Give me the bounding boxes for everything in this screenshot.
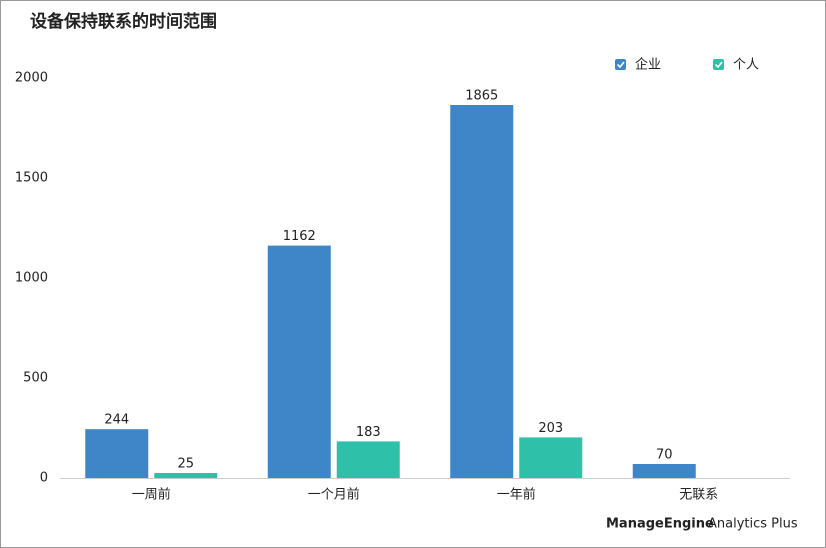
x-tick-label: 一个月前 [308, 487, 360, 503]
x-tick-label: 无联系 [679, 488, 718, 503]
data-label: 1865 [465, 89, 498, 104]
y-tick-label: 0 [40, 471, 48, 486]
data-label: 244 [104, 413, 129, 428]
legend-label[interactable]: 个人 [733, 58, 759, 73]
data-label: 183 [356, 425, 381, 440]
data-label: 25 [177, 457, 194, 472]
x-tick-label: 一周前 [132, 487, 171, 503]
chart-title: 设备保持联系的时间范围 [30, 11, 217, 32]
bar [450, 105, 514, 478]
bar [632, 464, 696, 478]
brand-company: ManageEngine [606, 517, 714, 532]
y-tick-label: 1500 [15, 171, 48, 186]
legend-check[interactable] [616, 61, 625, 69]
y-tick-label: 1000 [15, 271, 48, 286]
x-tick-label: 一年前 [497, 487, 536, 503]
legend-label[interactable]: 企业 [635, 57, 661, 73]
legend-swatch[interactable] [713, 59, 724, 70]
y-tick-label: 500 [23, 371, 48, 386]
bar [336, 441, 400, 478]
legend-check[interactable] [714, 61, 723, 69]
bar [267, 245, 331, 478]
legend-swatch[interactable] [615, 59, 626, 70]
data-label: 1162 [283, 229, 316, 244]
bar [154, 473, 218, 478]
data-label: 70 [656, 448, 673, 463]
data-label: 203 [538, 421, 563, 436]
bar [519, 437, 583, 478]
brand-product: Analytics Plus [708, 517, 798, 532]
bar [85, 429, 149, 478]
y-tick-label: 2000 [15, 71, 48, 86]
